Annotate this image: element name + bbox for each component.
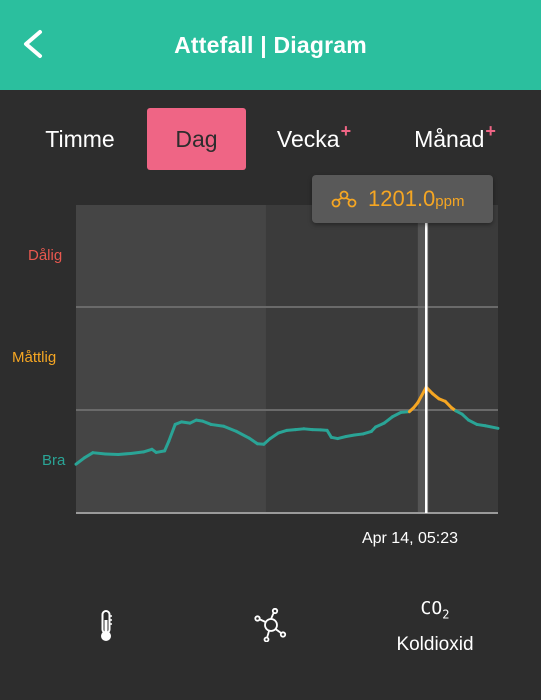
- series-segment: [129, 450, 146, 455]
- series-segment: [483, 424, 500, 430]
- back-button[interactable]: [14, 24, 54, 64]
- shaded-window: [76, 205, 266, 513]
- series-segment: [268, 431, 281, 441]
- co2-symbol: CO2: [380, 598, 490, 622]
- series-segment: [382, 415, 394, 425]
- series-segment: [466, 418, 479, 426]
- highlight-band: [417, 205, 429, 513]
- series-segment: [167, 422, 177, 443]
- series-segment: [247, 436, 259, 446]
- value-tooltip: 1201.0ppm: [312, 175, 493, 223]
- tooltip-value: 1201.0ppm: [368, 175, 464, 226]
- premium-badge: +: [340, 121, 352, 141]
- tooltip-unit: ppm: [435, 193, 465, 210]
- series-segment: [234, 429, 251, 440]
- molecule-icon: [254, 607, 287, 643]
- series-segment: [91, 451, 108, 456]
- series-segment: [74, 456, 86, 466]
- series-segment: [391, 410, 403, 419]
- tab-week-label: Vecka: [276, 126, 340, 152]
- tab-month[interactable]: Månad+: [398, 108, 512, 170]
- tab-day-label: Dag: [175, 126, 218, 152]
- series-segment: [209, 422, 226, 428]
- page-title: Attefall | Diagram: [174, 32, 367, 58]
- co2-name: Koldioxid: [396, 634, 474, 655]
- co2-text: CO: [420, 598, 443, 619]
- series-segment: [163, 439, 171, 453]
- tooltip-number: 1201.0: [368, 186, 436, 211]
- tab-hour[interactable]: Timme: [28, 108, 132, 170]
- app-header: Attefall | Diagram: [0, 0, 541, 90]
- tab-week[interactable]: Vecka+: [262, 108, 366, 170]
- co2-chart[interactable]: Dålig Måttlig Bra: [0, 200, 541, 520]
- nav-temperature[interactable]: [92, 608, 120, 644]
- tab-hour-label: Timme: [45, 126, 115, 152]
- thermometer-icon: [101, 610, 112, 641]
- time-range-tabs: Timme Dag Vecka+ Månad+: [0, 108, 541, 170]
- series-segment: [104, 452, 120, 456]
- tab-day[interactable]: Dag: [147, 108, 246, 170]
- co2-subscript: 2: [442, 607, 450, 622]
- level-label-bad: Dålig: [28, 247, 63, 264]
- nav-particles[interactable]: [254, 607, 288, 643]
- chevron-left-icon: [24, 30, 42, 58]
- series-segment: [222, 424, 238, 433]
- series-segment: [82, 451, 95, 460]
- series-segment: [201, 419, 213, 426]
- series-segment: [374, 421, 386, 429]
- premium-badge: +: [485, 121, 496, 141]
- series-segment: [443, 399, 454, 410]
- level-label-moderate: Måttlig: [12, 349, 57, 366]
- tab-month-label: Månad: [414, 126, 485, 152]
- series-segment: [116, 451, 133, 456]
- nav-co2[interactable]: CO2 Koldioxid: [380, 598, 490, 662]
- series-segment: [416, 389, 426, 405]
- level-label-good: Bra: [42, 452, 66, 469]
- cursor-timestamp: Apr 14, 05:23: [361, 530, 459, 547]
- molecule-icon: [331, 190, 357, 208]
